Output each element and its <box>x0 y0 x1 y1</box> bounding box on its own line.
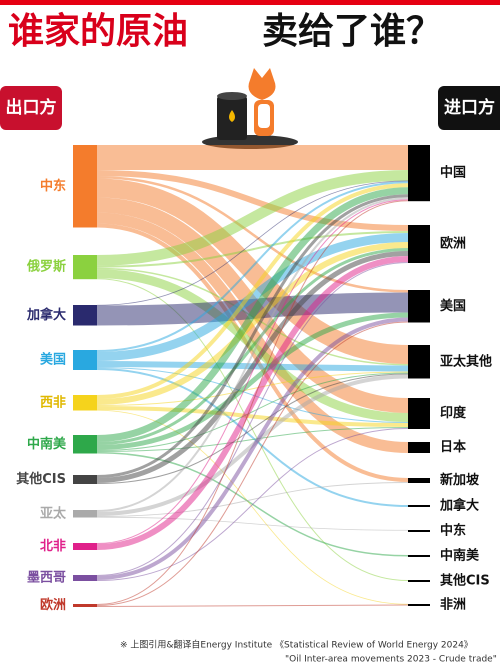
source-header: 出口方 <box>6 97 57 118</box>
source-node <box>73 475 97 484</box>
flow <box>96 427 409 452</box>
flow <box>96 367 409 423</box>
source-label: 亚太 <box>40 505 67 521</box>
flow <box>96 312 409 450</box>
target-node <box>408 442 430 453</box>
target-label: 中南美 <box>440 548 480 564</box>
flow <box>96 262 409 576</box>
flow <box>96 170 409 231</box>
flow <box>96 194 409 478</box>
nodes: 中东俄罗斯加拿大美国西非中南美其他CIS亚太北非墨西哥欧洲中国欧洲美国亚太其他印… <box>16 145 492 613</box>
top-stripe <box>0 0 500 5</box>
flow <box>96 278 409 581</box>
flow <box>96 428 409 581</box>
flow <box>96 199 409 544</box>
target-node <box>408 225 430 263</box>
mascot <box>202 68 298 149</box>
flow <box>96 181 409 352</box>
target-node <box>408 604 430 606</box>
target-label: 亚太其他 <box>440 353 492 369</box>
target-label: 其他CIS <box>440 573 490 589</box>
target-node <box>408 530 430 532</box>
source-header-box <box>0 86 62 130</box>
target-label: 加拿大 <box>439 498 479 514</box>
target-node <box>408 478 430 483</box>
flow <box>96 368 409 507</box>
target-node <box>408 290 430 323</box>
source-node <box>73 255 97 280</box>
flow <box>96 176 409 293</box>
target-header: 进口方 <box>444 97 495 118</box>
source-node <box>73 575 97 581</box>
source-node <box>73 395 97 411</box>
flow <box>96 183 409 399</box>
flow <box>96 321 409 606</box>
source-node <box>73 604 97 607</box>
flow <box>96 251 409 483</box>
flow <box>96 233 409 361</box>
source-label: 美国 <box>40 352 66 368</box>
title-2: 卖给了谁？ <box>262 11 442 52</box>
target-label: 中国 <box>440 165 466 181</box>
flow <box>96 242 409 405</box>
flow <box>96 197 409 512</box>
target-label: 欧洲 <box>440 236 466 252</box>
flow <box>96 409 409 605</box>
target-label: 新加坡 <box>440 472 480 488</box>
flow <box>96 482 409 517</box>
source-label: 西非 <box>40 394 66 410</box>
note: "Oil Inter-area movements 2023 - Crude t… <box>285 655 497 665</box>
flow <box>96 372 409 451</box>
source-label: 其他CIS <box>16 471 66 487</box>
source-node <box>73 435 97 454</box>
source-label: 加拿大 <box>26 307 66 323</box>
note: ※ 上图引用&翻译自Energy Institute 《Statistical … <box>120 639 473 651</box>
flow <box>96 180 409 306</box>
target-label: 日本 <box>440 439 466 455</box>
title: 谁家的原油 <box>8 11 188 52</box>
source-label: 中南美 <box>27 436 67 452</box>
target-node <box>408 145 430 202</box>
target-node <box>408 345 430 379</box>
source-label: 俄罗斯 <box>26 259 66 275</box>
target-label: 非洲 <box>440 597 466 613</box>
flow <box>96 604 409 607</box>
source-label: 北非 <box>40 538 66 554</box>
target-label: 美国 <box>440 298 466 314</box>
source-label: 墨西哥 <box>27 570 66 586</box>
target-label: 印度 <box>440 405 467 421</box>
flow <box>96 178 409 364</box>
source-label: 中东 <box>40 178 66 194</box>
flow <box>96 516 409 531</box>
flow <box>96 248 409 445</box>
source-node <box>73 543 97 550</box>
flow <box>96 170 409 266</box>
target-node <box>408 505 430 507</box>
source-node <box>73 350 97 370</box>
flow <box>96 231 409 268</box>
target-node <box>408 555 430 557</box>
target-node <box>408 398 430 429</box>
flow <box>96 212 409 453</box>
flow <box>96 373 409 484</box>
target-label: 中东 <box>440 523 466 539</box>
source-node <box>73 510 97 518</box>
flow <box>96 406 409 427</box>
source-label: 欧洲 <box>40 597 66 613</box>
target-header-box <box>438 86 500 130</box>
source-node <box>73 305 97 326</box>
source-node <box>73 145 97 228</box>
target-node <box>408 580 430 582</box>
flow <box>96 200 409 605</box>
flow <box>96 371 409 406</box>
flow <box>96 317 409 580</box>
links <box>96 144 409 607</box>
flow <box>96 187 409 442</box>
